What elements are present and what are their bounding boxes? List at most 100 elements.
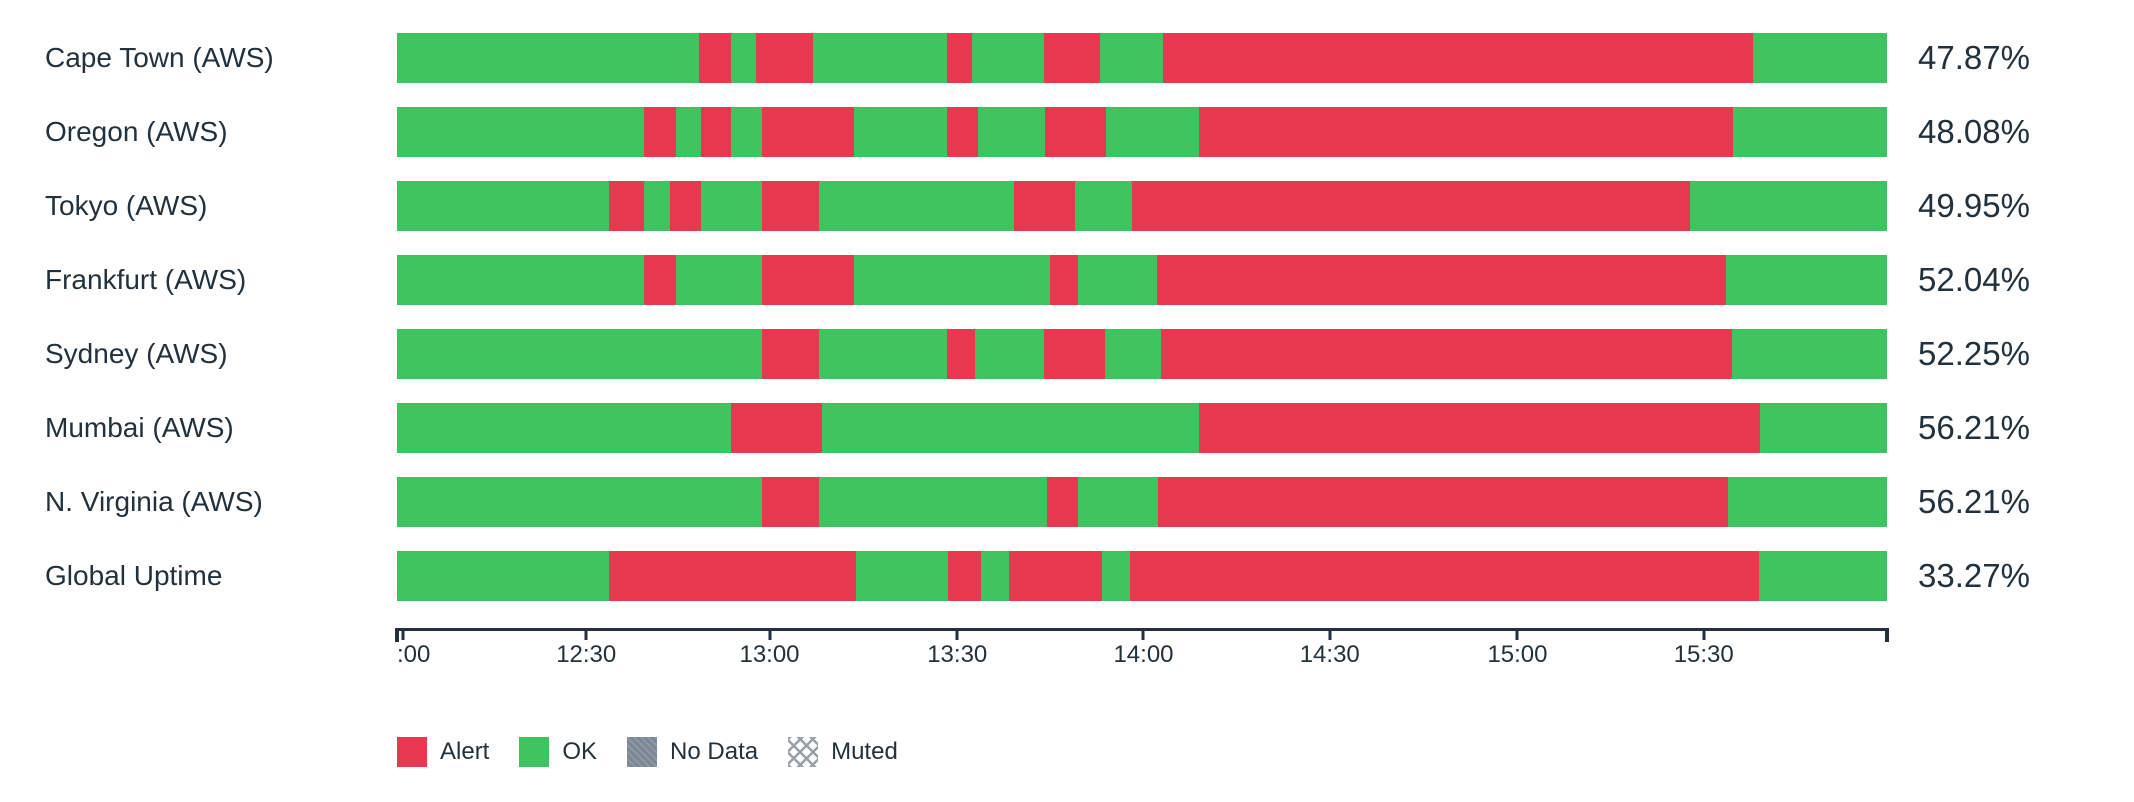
segment-ok[interactable] [1752,33,1887,83]
segment-alert[interactable] [644,107,676,157]
segment-ok[interactable] [397,181,609,231]
segment-ok[interactable] [397,33,700,83]
segment-alert[interactable] [1158,477,1728,527]
segment-ok[interactable] [1106,107,1199,157]
segment-ok[interactable] [397,477,763,527]
axis-tick-label: 14:30 [1299,641,1360,668]
legend-swatch-no_data-icon [627,737,658,767]
segment-ok[interactable] [644,181,670,231]
row-label: Frankfurt (AWS) [45,264,247,295]
segment-ok[interactable] [1074,181,1132,231]
segment-alert[interactable] [948,551,982,601]
segment-ok[interactable] [818,329,947,379]
segment-ok[interactable] [1726,255,1887,305]
segment-ok[interactable] [675,255,763,305]
segment-alert[interactable] [669,181,701,231]
segment-alert[interactable] [700,107,731,157]
segment-ok[interactable] [397,107,645,157]
segment-ok[interactable] [854,255,1050,305]
segment-alert[interactable] [1156,255,1727,305]
segment-alert[interactable] [946,329,976,379]
segment-ok[interactable] [1731,329,1887,379]
segment-ok[interactable] [1100,33,1163,83]
segment-alert[interactable] [1161,329,1732,379]
status-bar [397,329,1887,379]
segment-alert[interactable] [1198,107,1734,157]
segment-alert[interactable] [1009,551,1102,601]
segment-alert[interactable] [1162,33,1753,83]
segment-ok[interactable] [975,329,1044,379]
legend-item-alert[interactable]: Alert [397,737,489,767]
legend-item-ok[interactable]: OK [519,737,597,767]
segment-alert[interactable] [762,181,819,231]
segment-alert[interactable] [1013,181,1075,231]
segment-ok[interactable] [397,403,731,453]
segment-alert[interactable] [1043,33,1101,83]
segment-alert[interactable] [762,477,819,527]
segment-alert[interactable] [1130,551,1759,601]
segment-ok[interactable] [1101,551,1131,601]
segment-ok[interactable] [730,33,757,83]
segment-ok[interactable] [700,181,763,231]
segment-alert[interactable] [762,255,855,305]
legend-label: OK [562,738,598,765]
legend-label: No Data [670,738,759,765]
segment-ok[interactable] [1690,181,1887,231]
axis-tick-label: :00 [397,641,431,668]
segment-ok[interactable] [981,551,1010,601]
segment-ok[interactable] [1758,551,1887,601]
segment-alert[interactable] [1045,107,1107,157]
segment-alert[interactable] [608,551,856,601]
status-bar [397,181,1887,231]
segment-ok[interactable] [1077,477,1159,527]
segment-ok[interactable] [730,107,763,157]
segment-ok[interactable] [397,329,763,379]
status-bar [397,551,1887,601]
segment-ok[interactable] [972,33,1044,83]
timeline-row: Global Uptime 33.27% [0,551,2134,601]
segment-ok[interactable] [812,33,947,83]
axis-tick-label: 15:00 [1487,641,1548,668]
segment-ok[interactable] [1077,255,1157,305]
timeline-row: Cape Town (AWS) 47.87% [0,33,2134,83]
segment-ok[interactable] [1760,403,1887,453]
segment-alert[interactable] [1046,477,1078,527]
axis-tick-label: 12:30 [556,641,617,668]
segment-ok[interactable] [821,403,1199,453]
legend-item-muted[interactable]: Muted [788,737,898,767]
segment-alert[interactable] [946,107,979,157]
segment-alert[interactable] [946,33,973,83]
segment-ok[interactable] [397,551,609,601]
segment-ok[interactable] [675,107,701,157]
segment-ok[interactable] [855,551,949,601]
row-label: Sydney (AWS) [45,338,228,369]
segment-alert[interactable] [644,255,676,305]
segment-alert[interactable] [730,403,822,453]
uptime-value: 49.95% [1918,187,2030,224]
segment-alert[interactable] [699,33,731,83]
segment-ok[interactable] [818,477,1047,527]
segment-alert[interactable] [1049,255,1078,305]
legend-label: Muted [831,738,898,765]
legend-swatch-ok-icon [519,737,550,767]
segment-alert[interactable] [1131,181,1691,231]
time-axis: :00 12:30 13:00 13:30 14:00 14:30 15:00 15:30 [395,628,1889,672]
segment-alert[interactable] [1198,403,1761,453]
segment-ok[interactable] [1104,329,1162,379]
segment-alert[interactable] [608,181,645,231]
row-label: Mumbai (AWS) [45,412,234,443]
segment-ok[interactable] [1733,107,1887,157]
axis-tick-label: 13:30 [927,641,988,668]
segment-alert[interactable] [762,107,855,157]
segment-ok[interactable] [978,107,1046,157]
segment-alert[interactable] [762,329,819,379]
segment-ok[interactable] [1727,477,1887,527]
segment-ok[interactable] [854,107,947,157]
segment-alert[interactable] [1043,329,1105,379]
segment-alert[interactable] [756,33,813,83]
segment-ok[interactable] [818,181,1014,231]
row-label: N. Virginia (AWS) [45,486,263,517]
axis-tick-label: 13:00 [739,641,800,668]
segment-ok[interactable] [397,255,645,305]
legend-item-no_data[interactable]: No Data [627,737,758,767]
